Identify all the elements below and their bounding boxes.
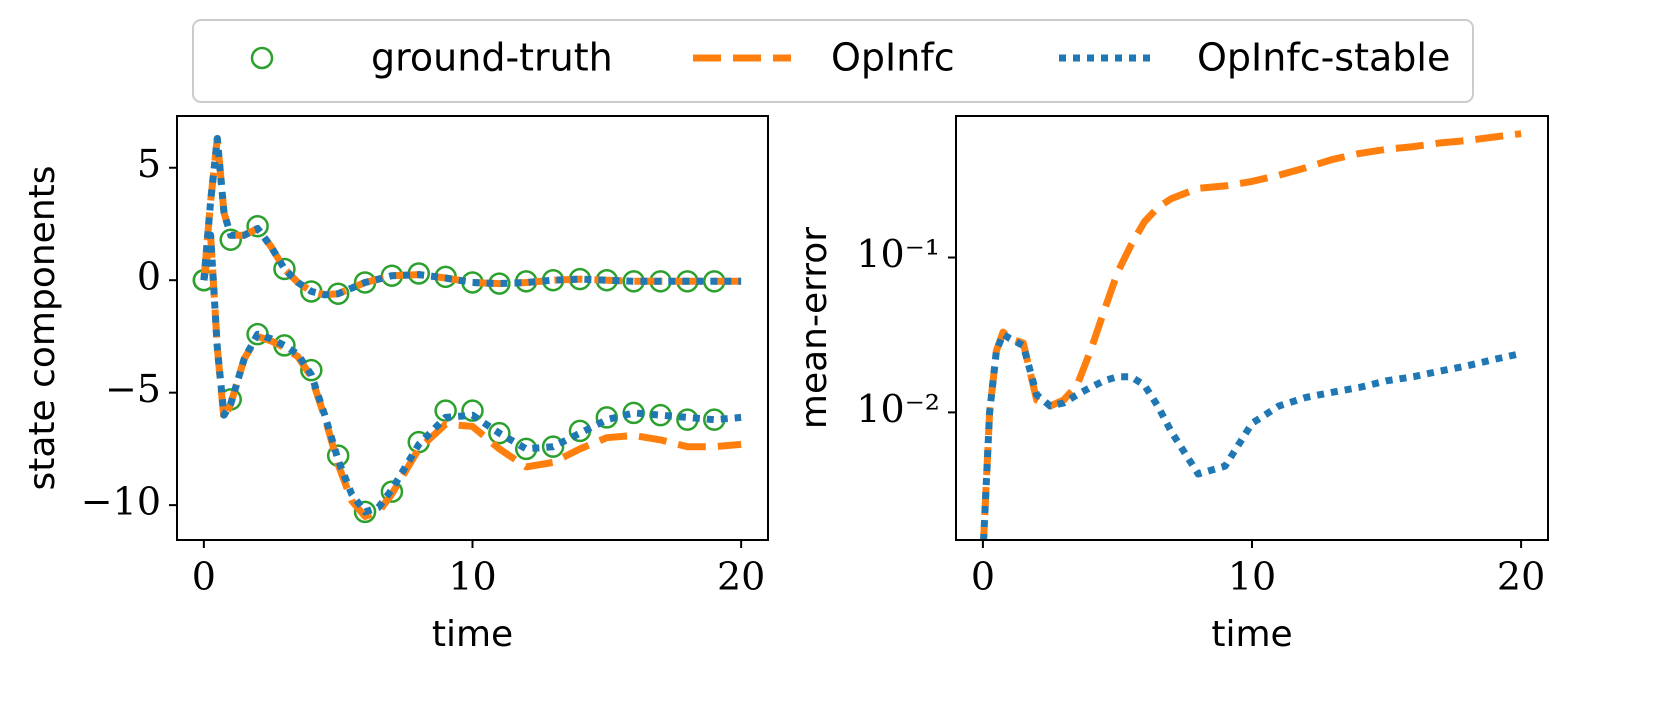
y-axis-label: state components [22,165,63,490]
y-tick-label: 10⁻¹ [856,232,940,276]
y-tick-label: 5 [137,142,161,186]
legend-label: OpInfc-stable [1197,36,1450,80]
legend-label: ground-truth [371,36,613,80]
legend-label: OpInfc [831,36,955,80]
data-point [380,480,404,503]
data-point [353,500,377,524]
series-line [980,330,1522,540]
series-line [200,231,742,516]
x-tick-label: 0 [971,555,995,599]
y-axis-label: mean-error [794,227,835,429]
y-tick-label: 0 [137,255,161,299]
x-tick-label: 0 [192,555,216,599]
plot-area [980,130,1522,540]
series-line [200,135,742,299]
data-point [300,358,323,382]
data-point [488,421,511,445]
x-tick-label: 20 [717,555,765,599]
x-tick-label: 10 [1228,555,1276,599]
y-tick-label: 10⁻² [856,387,940,431]
data-point [246,214,269,238]
x-tick-label: 20 [1497,555,1545,599]
data-point [595,406,619,429]
series-line [980,130,1522,540]
data-point [219,228,242,251]
y-tick-label: −5 [105,367,161,411]
plot-area [192,135,742,524]
data-point [273,257,296,281]
y-tick-label: −10 [81,480,161,524]
legend-box [192,19,1474,103]
x-axis-label: time [1211,614,1292,655]
legend-marker [250,46,274,70]
data-point [434,399,457,422]
data-point [461,399,484,422]
x-tick-label: 10 [448,555,496,599]
series-line [200,231,742,520]
x-axis-label: time [432,614,513,655]
data-point [541,435,565,458]
